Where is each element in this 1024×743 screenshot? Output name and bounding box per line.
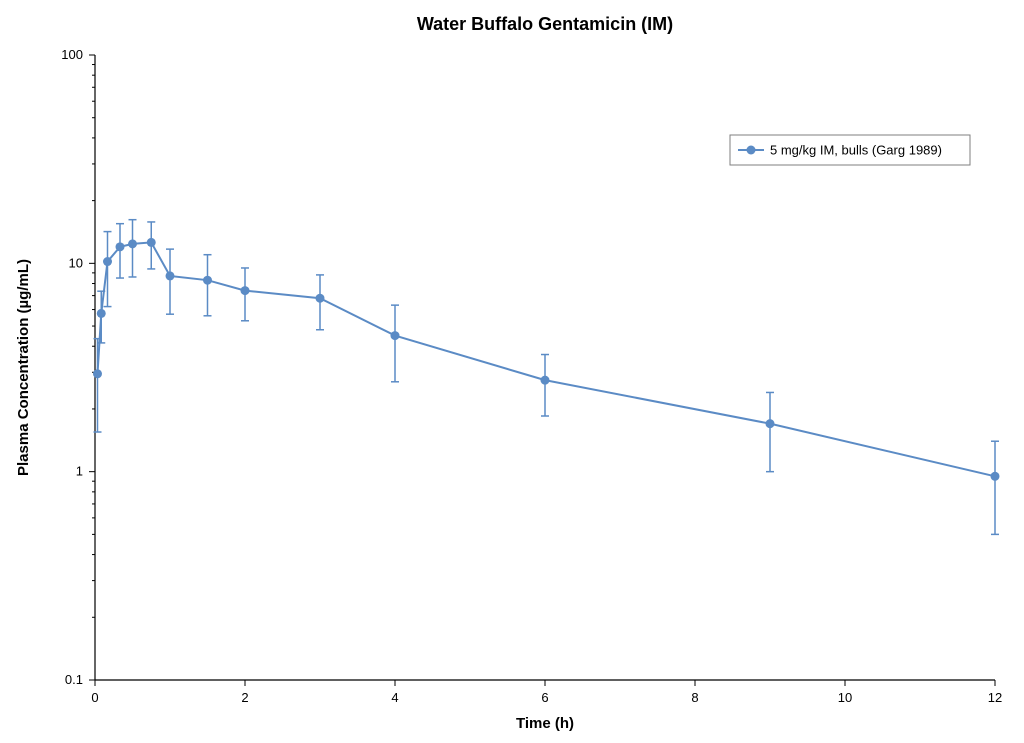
chart-container: Water Buffalo Gentamicin (IM) 0 2 4 6 8 10 12 Ti… xyxy=(0,0,1024,743)
x-tick-label: 0 xyxy=(91,690,98,705)
chart-svg: Water Buffalo Gentamicin (IM) 0 2 4 6 8 10 12 Ti… xyxy=(0,0,1024,743)
series-marker xyxy=(147,238,156,247)
series-marker xyxy=(241,286,250,295)
series-marker xyxy=(115,242,124,251)
x-tick-label: 10 xyxy=(838,690,852,705)
x-axis-label: Time (h) xyxy=(516,715,574,732)
series-marker xyxy=(166,271,175,280)
series-marker xyxy=(97,309,106,318)
series-marker xyxy=(391,331,400,340)
y-axis-label: Plasma Concentration (µg/mL) xyxy=(15,259,32,476)
series-marker xyxy=(541,376,550,385)
chart-title: Water Buffalo Gentamicin (IM) xyxy=(417,14,673,34)
legend-label: 5 mg/kg IM, bulls (Garg 1989) xyxy=(770,143,942,158)
series-marker xyxy=(991,472,1000,481)
x-tick-label: 12 xyxy=(988,690,1002,705)
series-marker xyxy=(766,419,775,428)
y-tick-label: 100 xyxy=(61,47,83,62)
series-marker xyxy=(203,276,212,285)
x-tick-label: 6 xyxy=(541,690,548,705)
series-marker xyxy=(103,257,112,266)
x-tick-label: 8 xyxy=(691,690,698,705)
x-tick-label: 2 xyxy=(241,690,248,705)
legend: 5 mg/kg IM, bulls (Garg 1989) xyxy=(730,135,970,165)
y-tick-label: 10 xyxy=(69,255,83,270)
series-marker xyxy=(316,294,325,303)
series-marker xyxy=(128,239,137,248)
x-tick-label: 4 xyxy=(391,690,398,705)
y-tick-label: 0.1 xyxy=(65,672,83,687)
legend-swatch-marker xyxy=(747,146,756,155)
y-tick-label: 1 xyxy=(76,464,83,479)
series-marker xyxy=(93,369,102,378)
